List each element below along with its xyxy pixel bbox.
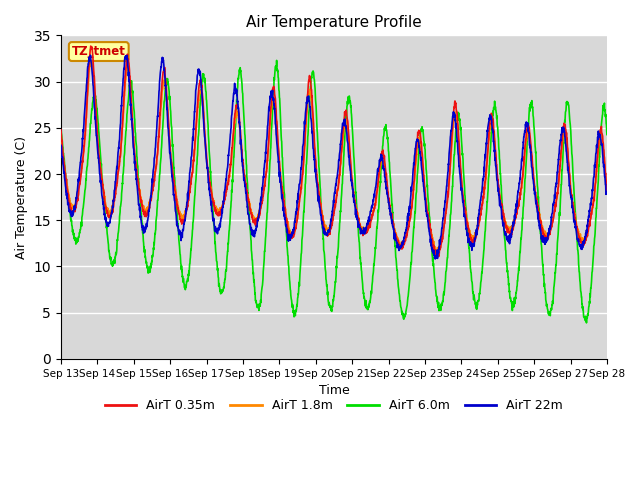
AirT 0.35m <box>556 171 563 177</box>
Text: TZ_tmet: TZ_tmet <box>72 45 125 58</box>
AirT 1.8m <box>603 187 611 193</box>
AirT 1.8m <box>350 193 358 199</box>
AirT 6.0m <box>362 300 369 306</box>
AirT 22m <box>603 191 611 196</box>
AirT 6.0m <box>209 209 217 215</box>
AirT 0.35m <box>350 194 358 200</box>
Line: AirT 22m: AirT 22m <box>61 55 607 259</box>
AirT 6.0m <box>603 132 611 137</box>
AirT 22m <box>493 178 500 183</box>
AirT 1.8m <box>570 211 578 216</box>
AirT 22m <box>362 225 369 231</box>
AirT 6.0m <box>350 153 358 159</box>
AirT 22m <box>57 143 65 148</box>
AirT 1.8m <box>556 179 563 184</box>
AirT 1.8m <box>57 130 65 135</box>
AirT 22m <box>570 218 578 224</box>
Line: AirT 6.0m: AirT 6.0m <box>61 60 607 323</box>
AirT 6.0m <box>57 125 65 131</box>
AirT 6.0m <box>555 220 563 226</box>
AirT 0.35m <box>433 254 441 260</box>
AirT 0.35m <box>570 212 578 217</box>
AirT 1.8m <box>86 55 94 60</box>
AirT 6.0m <box>273 58 280 63</box>
AirT 22m <box>209 218 217 224</box>
AirT 22m <box>431 256 439 262</box>
AirT 1.8m <box>209 200 217 205</box>
AirT 1.8m <box>493 172 500 178</box>
X-axis label: Time: Time <box>319 384 349 397</box>
Y-axis label: Air Temperature (C): Air Temperature (C) <box>15 136 28 259</box>
AirT 1.8m <box>432 250 440 255</box>
Title: Air Temperature Profile: Air Temperature Profile <box>246 15 422 30</box>
Line: AirT 1.8m: AirT 1.8m <box>61 58 607 252</box>
AirT 22m <box>350 199 358 205</box>
AirT 0.35m <box>209 199 217 204</box>
AirT 0.35m <box>493 167 500 172</box>
AirT 0.35m <box>57 127 65 132</box>
AirT 1.8m <box>362 227 369 232</box>
AirT 6.0m <box>570 191 578 197</box>
AirT 6.0m <box>582 320 590 326</box>
AirT 0.35m <box>362 230 369 236</box>
Line: AirT 0.35m: AirT 0.35m <box>61 46 607 257</box>
AirT 22m <box>556 151 563 157</box>
AirT 0.35m <box>87 43 95 49</box>
AirT 22m <box>86 52 94 58</box>
Legend: AirT 0.35m, AirT 1.8m, AirT 6.0m, AirT 22m: AirT 0.35m, AirT 1.8m, AirT 6.0m, AirT 2… <box>100 395 568 418</box>
AirT 0.35m <box>603 188 611 194</box>
AirT 6.0m <box>493 116 500 121</box>
